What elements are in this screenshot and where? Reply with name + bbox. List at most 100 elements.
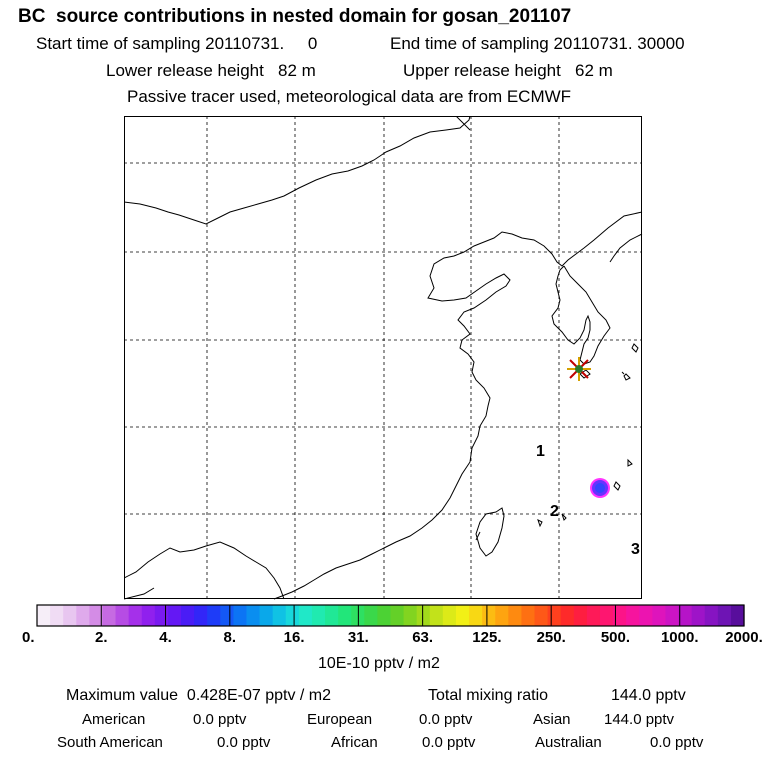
upper-release-height-label: Upper release height 62 m [403,61,613,80]
colorbar-cell [141,605,156,626]
colorbar-cell [547,605,562,626]
end-time-label: End time of sampling 20110731. 30000 [390,34,685,53]
marker-1: 1 [536,443,545,460]
colorbar-tick-label: 8. [223,629,237,646]
colorbar-cell [351,605,365,626]
colorbar-cell [37,605,51,626]
colorbar-cell [613,605,627,626]
colorbar-cell [573,605,588,626]
colorbar-cell [311,605,326,626]
colorbar-cell [377,605,392,626]
region-name-asian: Asian [533,711,571,728]
colorbar-cell [599,605,614,626]
colorbar-cell [181,605,195,626]
colorbar-cell [429,605,444,626]
colorbar-cells [37,605,745,626]
colorbar-cell [626,605,640,626]
colorbar-cell [325,605,339,626]
colorbar-cell [416,605,431,626]
total-mixing-ratio-value: 144.0 pptv [611,687,686,704]
colorbar-cell [233,605,248,626]
marker-3: 3 [631,541,640,558]
region-name-african: African [331,734,378,751]
region-value-asian: 144.0 pptv [604,711,675,728]
colorbar-cell [704,605,719,626]
region-name-south-american: South American [57,734,163,751]
region-value-american: 0.0 pptv [193,711,247,728]
colorbar-tick-label: 0. [22,629,35,646]
colorbar-tick-label: 16. [283,629,305,646]
colorbar-cell [691,605,706,626]
colorbar-cell [652,605,667,626]
lower-release-height-label: Lower release height 82 m [106,61,316,80]
region-value-european: 0.0 pptv [419,711,473,728]
colorbar-cell [128,605,143,626]
colorbar-cell [338,605,352,626]
region-value-african: 0.0 pptv [422,734,476,751]
colorbar-cell [102,605,117,626]
graticule [124,116,642,599]
colorbar-tick-label: 63. [412,629,434,646]
colorbar-cell [50,605,64,626]
colorbar-cell [194,605,208,626]
colorbar-cell [717,605,732,626]
colorbar-cell [63,605,77,626]
colorbar-dividers [100,605,681,626]
colorbar-cell [207,605,221,626]
plot-title: BC source contributions in nested domain… [18,6,572,27]
colorbar-cell [76,605,90,626]
colorbar-cell [154,605,169,626]
region-value-australian: 0.0 pptv [650,734,704,751]
colorbar-cell [482,605,496,626]
colorbar-cell [560,605,575,626]
colorbar-cell [89,605,104,626]
colorbar-cell [364,605,378,626]
colorbar-cell [495,605,509,626]
start-time-label: Start time of sampling 20110731. 0 [36,34,318,53]
colorbar-cell [521,605,536,626]
total-mixing-ratio-label: Total mixing ratio [428,687,549,704]
colorbar-tick-label: 500. [600,629,631,646]
colorbar-cell [534,605,549,626]
region-value-south-american: 0.0 pptv [217,734,271,751]
colorbar-tick-label: 2. [95,629,108,646]
colorbar-cell [390,605,405,626]
colorbar-tick-label: 4. [159,629,172,646]
region-name-american: American [82,711,146,728]
map-panel: 1 2 3 [124,116,643,600]
star-icon [567,357,591,381]
colorbar-cell [259,605,274,626]
tracer-note: Passive tracer used, meteorological data… [127,87,572,106]
colorbar-cell [167,605,182,626]
colorbar-cell [246,605,261,626]
colorbar-cell [665,605,680,626]
region-name-australian: Australian [535,734,602,751]
colorbar-cell [586,605,601,626]
colorbar-cell [455,605,470,626]
colorbar-tick-label: 31. [347,629,369,646]
marker-2: 2 [550,503,559,520]
colorbar-cell [678,605,693,626]
region-name-european: European [307,711,373,728]
colorbar-cell [403,605,418,626]
colorbar-cell [220,605,234,626]
colorbar-units: 10E-10 pptv / m2 [318,655,440,672]
colorbar-cell [115,605,130,626]
colorbar-tick-label: 125. [472,629,502,646]
plume-core [595,483,605,493]
colorbar-frame [36,604,745,627]
colorbar-cell [508,605,523,626]
colorbar-cell [442,605,457,626]
colorbar-tick-label: 250. [536,629,566,646]
colorbar-cell [469,605,483,626]
colorbar-cell [272,605,287,626]
colorbar-cell [730,605,745,626]
map-frame [124,116,642,599]
colorbar-tick-label: 1000. [660,629,699,646]
colorbar-tick-label: 2000. [725,629,763,646]
colorbar-cell [639,605,653,626]
colorbar-cell [298,605,313,626]
maximum-value-label: Maximum value 0.428E-07 pptv / m2 [66,687,332,704]
coastlines [124,116,643,600]
colorbar-cell [285,605,300,626]
